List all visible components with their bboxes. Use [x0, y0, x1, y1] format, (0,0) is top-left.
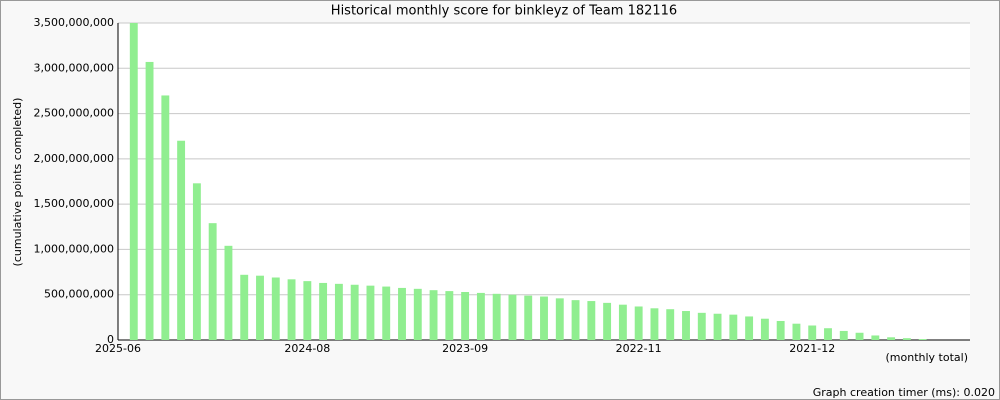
y-tick-label: 1,500,000,000 — [34, 197, 114, 210]
bar — [760, 318, 769, 340]
bar — [713, 313, 722, 340]
bar — [839, 330, 848, 340]
y-tick-label: 3,500,000,000 — [34, 16, 114, 29]
y-tick-label: 500,000,000 — [44, 288, 114, 301]
bar — [666, 309, 675, 340]
x-tick-label: 2024-08 — [284, 342, 330, 355]
y-axis-label: (cumulative points completed) — [11, 98, 24, 267]
bar — [587, 301, 596, 340]
chart-title: Historical monthly score for binkleyz of… — [331, 4, 677, 19]
bar — [571, 300, 580, 340]
bar — [208, 223, 217, 340]
bar — [224, 245, 233, 340]
footer: Graph creation timer (ms): 0.020 — [813, 386, 995, 399]
bar — [524, 295, 533, 340]
bar — [887, 337, 896, 340]
bar — [871, 335, 880, 340]
x-tick-label: 2025-06 — [95, 342, 141, 355]
bar — [161, 95, 170, 340]
bar — [855, 332, 864, 340]
bar — [650, 308, 659, 340]
bar — [287, 279, 296, 340]
bar — [129, 23, 138, 340]
bar — [334, 283, 343, 340]
bar — [145, 61, 154, 341]
bar — [824, 328, 832, 340]
bar — [492, 293, 501, 340]
bar — [192, 183, 201, 340]
bar — [918, 339, 927, 340]
bar — [697, 312, 706, 340]
bar — [776, 320, 785, 340]
bar — [445, 291, 454, 340]
bar — [508, 294, 517, 340]
bar — [634, 306, 643, 340]
y-tick-label: 3,000,000,000 — [34, 61, 114, 74]
bar — [618, 304, 627, 340]
x-tick-label: 2023-09 — [442, 342, 488, 355]
bar — [729, 314, 738, 340]
bar — [366, 285, 375, 340]
x-note: (monthly total) — [886, 351, 969, 364]
bar — [792, 323, 801, 340]
bar — [256, 275, 264, 340]
bar — [271, 277, 280, 340]
bar — [902, 338, 911, 340]
y-tick-label: 1,000,000,000 — [34, 242, 114, 255]
bar — [745, 316, 754, 340]
bar — [382, 286, 391, 340]
bar — [319, 282, 328, 340]
y-tick-label: 0 — [107, 333, 114, 346]
x-tick-label: 2022-11 — [616, 342, 662, 355]
y-tick-label: 2,500,000,000 — [34, 107, 114, 120]
y-tick-label: 2,000,000,000 — [34, 152, 114, 165]
bar — [398, 287, 406, 340]
bar — [461, 291, 470, 340]
bar — [808, 325, 817, 340]
bar — [476, 292, 485, 340]
bar — [413, 288, 422, 340]
bar — [240, 274, 249, 340]
x-tick-label: 2021-12 — [789, 342, 835, 355]
bar — [603, 302, 612, 340]
bar — [555, 298, 564, 340]
bar — [429, 290, 438, 340]
bar — [682, 311, 690, 340]
bar — [303, 281, 312, 340]
bar — [177, 140, 186, 340]
bar — [350, 284, 359, 340]
bar — [540, 296, 548, 340]
